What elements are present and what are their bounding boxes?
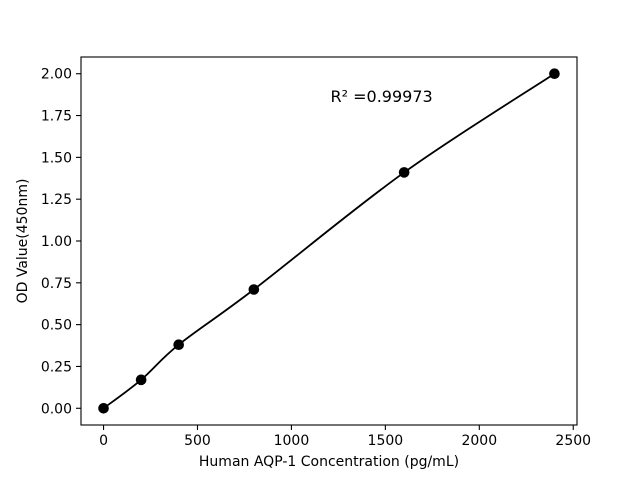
x-tick-label: 0 bbox=[99, 433, 108, 449]
y-tick-label: 1.75 bbox=[41, 109, 72, 125]
x-tick-label: 2000 bbox=[461, 433, 497, 449]
data-point bbox=[98, 402, 109, 414]
x-axis-label: Human AQP-1 Concentration (pg/mL) bbox=[199, 454, 459, 470]
y-tick-label: 1.00 bbox=[41, 234, 72, 250]
y-axis-label: OD Value(450nm) bbox=[15, 179, 31, 304]
data-point bbox=[173, 339, 184, 351]
x-tick-label: 1500 bbox=[368, 433, 404, 449]
data-point bbox=[398, 167, 410, 178]
x-tick-label: 500 bbox=[184, 433, 211, 449]
y-tick-label: 0.50 bbox=[41, 318, 72, 334]
x-tick-label: 2500 bbox=[555, 433, 591, 449]
y-tick-label: 0.00 bbox=[41, 401, 72, 417]
y-tick-label: 0.75 bbox=[41, 276, 72, 292]
x-tick-label: 1000 bbox=[274, 433, 310, 449]
y-tick-label: 2.00 bbox=[41, 67, 72, 83]
data-point bbox=[135, 374, 147, 386]
r-squared-annotation: R² =0.99973 bbox=[331, 87, 433, 106]
y-tick-label: 0.25 bbox=[41, 359, 72, 375]
data-point bbox=[248, 284, 260, 295]
y-tick-label: 1.50 bbox=[41, 150, 72, 166]
y-tick-label: 1.25 bbox=[41, 192, 72, 208]
data-point bbox=[549, 68, 560, 80]
